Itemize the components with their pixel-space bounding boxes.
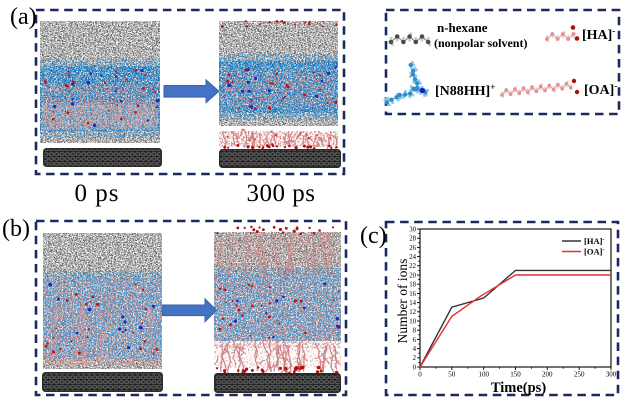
svg-text:2: 2: [413, 355, 417, 362]
svg-text:4: 4: [413, 346, 417, 353]
svg-text:24: 24: [409, 254, 416, 261]
svg-text:Number of ions: Number of ions: [395, 259, 410, 344]
svg-text:12: 12: [409, 309, 416, 316]
svg-text:14: 14: [409, 300, 416, 307]
svg-text:200: 200: [542, 371, 553, 379]
svg-text:18: 18: [409, 282, 416, 289]
svg-text:6: 6: [413, 337, 417, 344]
svg-text:[OA]-: [OA]-: [584, 81, 617, 98]
svg-text:0: 0: [413, 364, 417, 371]
svg-text:30: 30: [409, 226, 416, 233]
svg-text:(nonpolar solvent): (nonpolar solvent): [434, 36, 527, 50]
svg-text:(b): (b): [2, 216, 30, 242]
svg-text:250: 250: [574, 371, 585, 379]
svg-text:20: 20: [409, 272, 416, 279]
svg-text:(c): (c): [360, 223, 387, 249]
svg-text:n-hexane: n-hexane: [437, 20, 488, 35]
svg-text:300: 300: [606, 371, 617, 379]
svg-text:[N88HH]+: [N88HH]+: [435, 82, 495, 99]
svg-text:0 ps: 0 ps: [75, 180, 120, 207]
svg-text:Time(ps): Time(ps): [491, 380, 546, 396]
svg-text:[HA]-: [HA]-: [584, 236, 604, 246]
svg-text:10: 10: [409, 318, 416, 325]
svg-text:28: 28: [409, 236, 416, 243]
svg-text:[OA]-: [OA]-: [584, 247, 604, 257]
svg-text:8: 8: [413, 328, 417, 335]
svg-text:22: 22: [409, 263, 416, 270]
svg-text:100: 100: [478, 371, 489, 379]
svg-text:(a): (a): [10, 4, 37, 30]
svg-text:0: 0: [418, 371, 422, 379]
svg-text:16: 16: [409, 291, 416, 298]
svg-text:26: 26: [409, 245, 416, 252]
svg-text:150: 150: [510, 371, 521, 379]
svg-text:300 ps: 300 ps: [247, 180, 316, 207]
svg-text:[HA]-: [HA]-: [582, 26, 615, 43]
svg-text:50: 50: [448, 371, 456, 379]
